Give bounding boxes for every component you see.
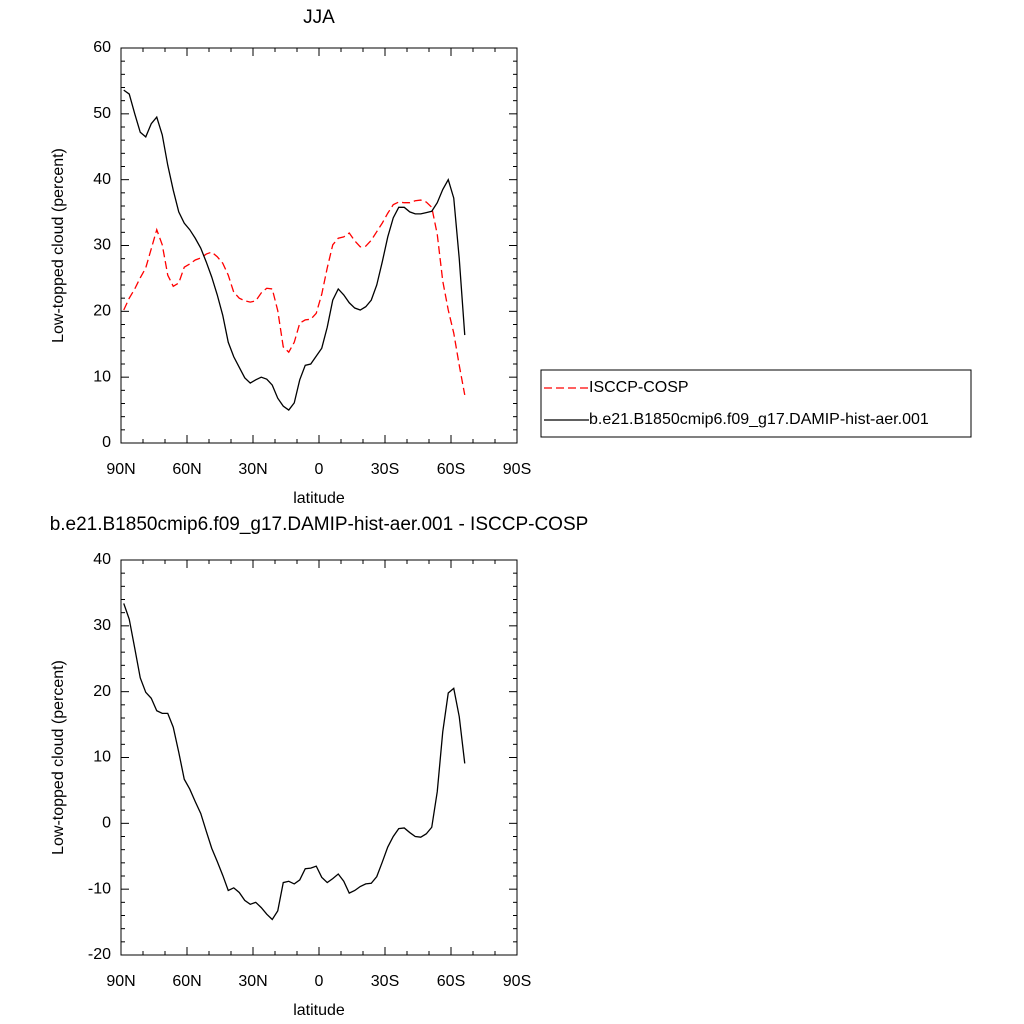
y-tick-label: -10 (88, 880, 111, 897)
x-tick-label: 60N (172, 973, 201, 990)
y-axis-label: Low-topped cloud (percent) (50, 660, 67, 855)
y-tick-label: -20 (88, 946, 111, 963)
x-tick-label: 60S (437, 973, 465, 990)
legend: ISCCP-COSP b.e21.B1850cmip6.f09_g17.DAMIP… (540, 369, 972, 438)
x-tick-label: 30N (238, 973, 267, 990)
x-tick-label: 90S (503, 461, 531, 478)
x-tick-label: 0 (315, 461, 324, 478)
y-tick-label: 20 (93, 303, 111, 320)
x-tick-label: 30N (238, 461, 267, 478)
x-axis-label: latitude (293, 490, 345, 507)
x-tick-label: 0 (315, 973, 324, 990)
x-tick-label: 60S (437, 461, 465, 478)
y-tick-label: 40 (93, 171, 111, 188)
x-tick-label: 90N (106, 973, 135, 990)
data-line (123, 199, 466, 396)
x-tick-label: 30S (371, 461, 399, 478)
y-tick-label: 20 (93, 683, 111, 700)
data-line (123, 89, 466, 411)
y-tick-label: 60 (93, 39, 111, 56)
y-axis-label: Low-topped cloud (percent) (50, 148, 67, 343)
y-tick-label: 50 (93, 105, 111, 122)
x-tick-label: 90N (106, 461, 135, 478)
legend-label: ISCCP-COSP (589, 379, 689, 396)
y-tick-label: 30 (93, 617, 111, 634)
legend-frame (540, 369, 972, 438)
y-tick-label: 0 (102, 434, 111, 451)
x-tick-label: 60N (172, 461, 201, 478)
x-axis-label: latitude (293, 1002, 345, 1019)
legend-label: b.e21.B1850cmip6.f09_g17.DAMIP-hist-aer.… (589, 411, 929, 428)
y-tick-label: 10 (93, 749, 111, 766)
y-tick-label: 30 (93, 237, 111, 254)
y-tick-label: 0 (102, 815, 111, 832)
chart-title: b.e21.B1850cmip6.f09_g17.DAMIP-hist-aer.… (50, 514, 589, 535)
data-line (123, 603, 466, 921)
chart-title: JJA (303, 7, 335, 28)
x-tick-label: 30S (371, 973, 399, 990)
y-tick-label: 10 (93, 368, 111, 385)
x-tick-label: 90S (503, 973, 531, 990)
y-tick-label: 40 (93, 551, 111, 568)
